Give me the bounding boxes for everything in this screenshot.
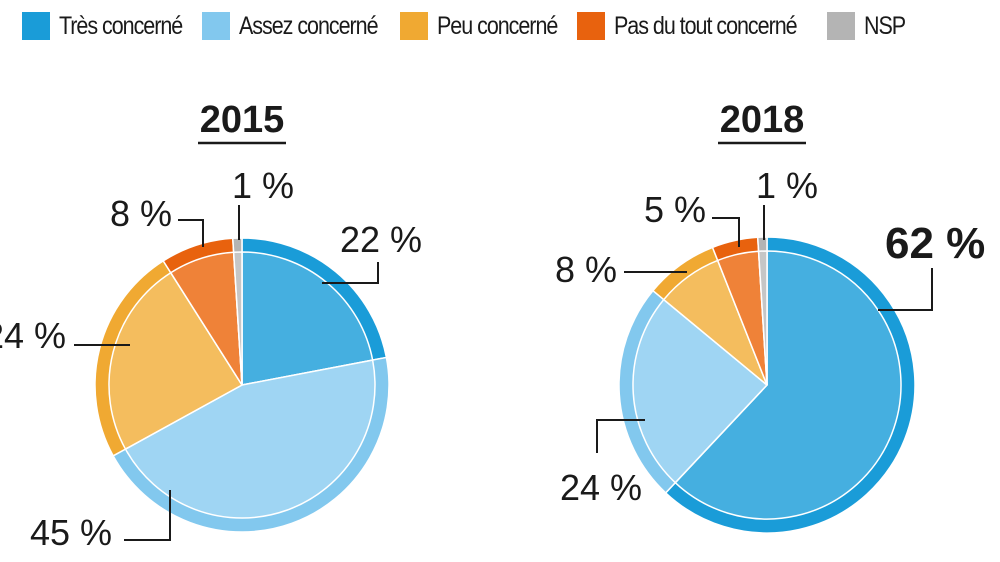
pie-chart-2015: 2015 22 % 45 % 24 % 8 % 1 % xyxy=(0,99,422,553)
legend-label: Très concerné xyxy=(59,11,183,40)
legend-item-peu-concerne: Peu concerné xyxy=(400,12,561,41)
pie-slice-inner-assez-concerne xyxy=(632,298,769,484)
slice-label-peu-concerne: 24 % xyxy=(0,315,66,356)
chart-legend: Très concerné Assez concerné Peu concern… xyxy=(22,10,1000,42)
pie-slices-2015 xyxy=(94,237,390,533)
leader-line xyxy=(712,217,740,247)
legend-swatch xyxy=(202,12,231,40)
legend-label: Assez concerné xyxy=(239,11,379,40)
legend-item-assez-concerne: Assez concerné xyxy=(202,12,384,41)
legend-item-pas-du-tout-concerne: Pas du tout concerné xyxy=(577,12,810,41)
pie-title-2015: 2015 xyxy=(200,99,285,141)
pie-slice-inner-peu-concerne xyxy=(108,271,244,451)
pie-slice-inner-tres-concerne xyxy=(674,250,902,520)
pie-slices-2018 xyxy=(618,236,916,534)
legend-label: Pas du tout concerné xyxy=(614,11,798,40)
pie-title-2018: 2018 xyxy=(720,99,805,141)
leader-line xyxy=(878,268,933,311)
legend-swatch xyxy=(826,12,855,40)
slice-label-nsp: 1 % xyxy=(756,165,818,206)
legend-label: NSP xyxy=(863,11,906,40)
leader-line xyxy=(178,219,204,247)
legend-item-tres-concerne: Très concerné xyxy=(22,12,186,41)
slice-label-nsp: 1 % xyxy=(232,165,294,206)
slice-label-pas-du-tout: 5 % xyxy=(644,189,706,230)
slice-label-tres-concerne: 62 % xyxy=(885,219,985,268)
legend-label: Peu concerné xyxy=(437,11,558,40)
leader-line xyxy=(322,262,379,284)
pie-slice-inner-nsp xyxy=(757,250,768,386)
slice-label-assez-concerne: 45 % xyxy=(30,512,112,553)
leader-line xyxy=(596,419,645,453)
leader-line xyxy=(124,490,171,541)
slice-label-peu-concerne: 8 % xyxy=(555,249,617,290)
legend-swatch xyxy=(577,12,606,40)
slice-label-pas-du-tout: 8 % xyxy=(110,193,172,234)
legend-item-nsp: NSP xyxy=(826,12,906,41)
slice-label-tres-concerne: 22 % xyxy=(340,219,422,260)
pie-slice-inner-nsp xyxy=(232,251,243,386)
pie-chart-2018: 2018 62 % 24 % 8 % 5 % 1 % xyxy=(555,99,985,534)
slice-label-assez-concerne: 24 % xyxy=(560,467,642,508)
legend-swatch xyxy=(400,12,429,40)
legend-swatch xyxy=(22,12,50,40)
pie-slice-inner-assez-concerne xyxy=(124,359,376,519)
